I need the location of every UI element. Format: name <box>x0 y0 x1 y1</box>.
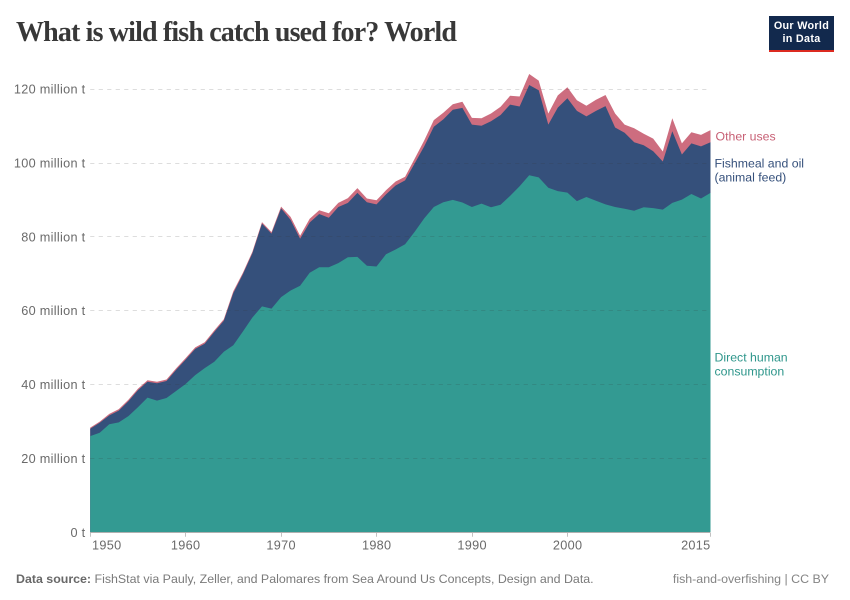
svg-text:Direct human: Direct human <box>715 351 788 365</box>
svg-text:40 million t: 40 million t <box>21 378 85 392</box>
svg-text:120 million t: 120 million t <box>14 83 86 97</box>
svg-text:2000: 2000 <box>553 539 582 553</box>
svg-text:consumption: consumption <box>715 365 785 379</box>
svg-text:20 million t: 20 million t <box>21 452 85 466</box>
svg-text:100 million t: 100 million t <box>14 156 86 170</box>
svg-text:1980: 1980 <box>362 539 391 553</box>
svg-text:(animal feed): (animal feed) <box>715 171 787 185</box>
svg-text:Other uses: Other uses <box>716 130 776 144</box>
svg-text:2015: 2015 <box>681 539 710 553</box>
svg-text:60 million t: 60 million t <box>21 304 85 318</box>
svg-text:80 million t: 80 million t <box>21 230 85 244</box>
svg-text:0 t: 0 t <box>70 526 85 540</box>
svg-text:1950: 1950 <box>92 539 121 553</box>
svg-text:1960: 1960 <box>171 539 200 553</box>
svg-text:1990: 1990 <box>457 539 486 553</box>
svg-text:1970: 1970 <box>266 539 295 553</box>
svg-text:Fishmeal and oil: Fishmeal and oil <box>715 157 805 171</box>
